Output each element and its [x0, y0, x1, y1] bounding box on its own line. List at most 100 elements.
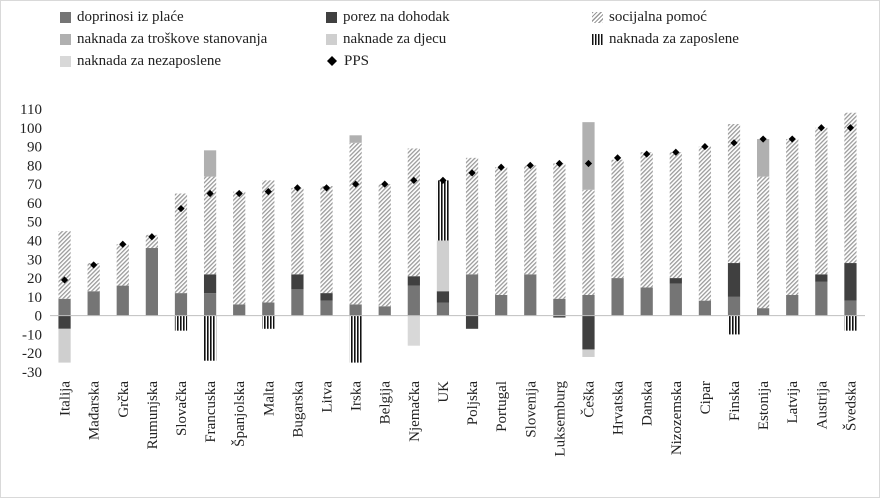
y-tick-label: 80	[27, 158, 42, 174]
pps-marker	[468, 169, 476, 177]
bar-segment-doprinosi	[815, 281, 828, 316]
pps-marker	[613, 154, 622, 162]
bar-segment-doprinosi	[786, 294, 799, 316]
bar-segment-porez	[320, 293, 333, 301]
bar-segment-doprinosi	[320, 300, 333, 316]
bar-segment-doprinosi	[407, 285, 420, 316]
bar-segment-socijalna	[727, 124, 741, 264]
legend-swatch-stanovanje	[60, 33, 71, 45]
bar-segment-djeca	[436, 240, 450, 292]
x-tick-label: Litva	[320, 381, 336, 413]
legend-item-socijalna: socijalna pomoć	[592, 6, 707, 28]
pps-marker	[584, 159, 593, 168]
bar-segment-doprinosi	[669, 283, 682, 316]
y-tick-label: -30	[22, 365, 42, 381]
bar-segment-doprinosi	[553, 298, 566, 316]
x-tick-label: Španjolska	[231, 381, 248, 447]
y-tick-label: -20	[22, 346, 42, 362]
bar-segment-doprinosi	[378, 306, 391, 316]
bar-segment-socijalna	[553, 163, 566, 299]
bar-segment-doprinosi	[727, 296, 741, 316]
bar-segment-zaposlene	[349, 315, 362, 363]
bar-segment-socijalna	[58, 231, 71, 299]
bar-segment-doprinosi	[465, 274, 479, 316]
bar-segment-zaposlene	[203, 315, 217, 361]
legend-swatch-socijalna	[592, 11, 603, 23]
bar-segment-doprinosi	[58, 298, 71, 316]
bar-segment-doprinosi	[495, 294, 508, 316]
x-tick-label: Grčka	[116, 381, 132, 418]
x-tick-label: Švedska	[842, 381, 859, 431]
bar-segment-socijalna	[640, 152, 653, 288]
bar-segment-doprinosi	[233, 304, 246, 316]
bar-segment-stanovanje	[757, 139, 770, 177]
x-tick-label: Slovačka	[174, 381, 190, 436]
x-tick-label: Portugal	[494, 381, 510, 432]
bar-segment-socijalna	[291, 187, 304, 275]
bar-segment-socijalna	[495, 167, 508, 295]
bar-segment-stanovanje	[582, 122, 595, 190]
bar-segment-socijalna	[524, 165, 537, 275]
x-tick-label: Poljska	[465, 381, 481, 426]
bar-segment-socijalna	[320, 186, 333, 294]
bar-segment-socijalna	[844, 112, 857, 264]
pps-marker	[817, 124, 825, 132]
y-tick-label: 100	[20, 121, 43, 137]
bar-segment-socijalna	[465, 157, 479, 275]
bar-segment-socijalna	[698, 146, 712, 301]
legend-label-socijalna: socijalna pomoć	[609, 8, 707, 25]
bar-segment-doprinosi	[203, 293, 217, 316]
legend-label-zaposlene: naknada za zaposlene	[609, 30, 739, 47]
pps-marker	[148, 233, 156, 241]
pps-marker	[555, 159, 563, 168]
y-tick-label: 110	[20, 102, 42, 118]
y-tick-label: 50	[27, 215, 42, 231]
y-tick-label: 90	[27, 140, 42, 156]
bar-segment-doprinosi	[582, 294, 595, 316]
x-tick-label: Rumunjska	[145, 381, 161, 450]
x-tick-label: Italija	[58, 381, 74, 416]
bar-segment-porez	[582, 315, 595, 350]
pps-marker	[846, 124, 855, 132]
bar-segment-zaposlene	[844, 315, 857, 331]
bar-segment-zaposlene	[727, 315, 741, 335]
bar-segment-doprinosi	[640, 287, 653, 316]
pps-marker	[264, 188, 272, 196]
x-tick-label: UK	[436, 381, 452, 403]
pps-marker	[643, 150, 651, 158]
pps-marker	[352, 180, 360, 188]
bar-segment-porez	[669, 278, 682, 284]
bar-segment-doprinosi	[174, 293, 188, 316]
pps-marker	[119, 240, 127, 248]
bar-segment-doprinosi	[436, 302, 450, 316]
bar-segment-porez	[436, 291, 450, 303]
pps-marker	[439, 176, 447, 184]
bar-segment-doprinosi	[262, 302, 275, 316]
x-tick-label: Češka	[580, 381, 597, 418]
legend-item-zaposlene: naknada za zaposlene	[592, 28, 739, 50]
x-tick-label: Cipar	[698, 381, 714, 414]
bar-segment-socijalna	[407, 148, 420, 277]
bar-segment-djeca	[58, 328, 71, 363]
pps-marker	[206, 189, 214, 198]
bar-segment-socijalna	[174, 193, 188, 294]
x-tick-label: Irska	[349, 381, 365, 411]
bar-segment-zaposlene	[174, 315, 188, 331]
bar-segment-porez	[553, 315, 566, 318]
bar-segment-porez	[291, 274, 304, 290]
bar-segment-doprinosi	[87, 291, 100, 316]
y-tick-label: 30	[27, 252, 42, 268]
pps-marker	[235, 189, 243, 198]
x-tick-label: Malta	[261, 381, 277, 416]
bar-segment-socijalna	[203, 176, 217, 275]
legend-item-djeca: naknade za djecu	[326, 28, 446, 50]
bar-segment-socijalna	[145, 234, 158, 249]
pps-marker	[701, 142, 709, 151]
legend-marker-pps	[327, 56, 337, 66]
legend-label-porez: porez na dohodak	[343, 8, 450, 25]
bar-segment-socijalna	[87, 263, 100, 292]
bar-segment-socijalna	[233, 191, 246, 305]
bar-segment-doprinosi	[116, 285, 129, 316]
bar-segment-doprinosi	[757, 308, 770, 316]
